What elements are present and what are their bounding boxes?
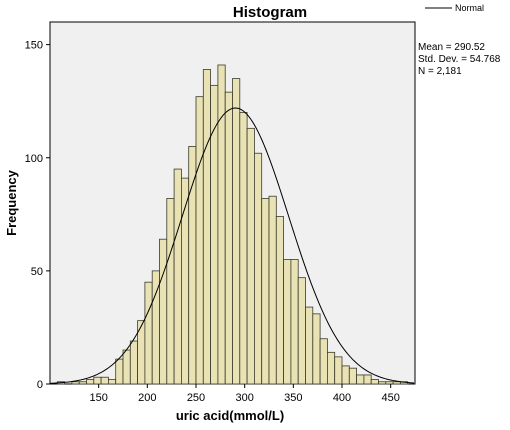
x-axis-ticks: 150 200 250 300 350 400 450 — [89, 384, 400, 404]
x-axis-label: uric acid(mmol/L) — [176, 408, 284, 423]
histogram-bar — [115, 358, 124, 385]
histogram-bar — [195, 96, 204, 385]
histogram-bar — [319, 338, 328, 385]
histogram-bar — [312, 313, 321, 385]
y-tick-label: 100 — [25, 153, 43, 165]
chart-title: Histogram — [233, 4, 307, 21]
y-tick-label: 0 — [37, 379, 43, 391]
y-axis-label: Frequency — [4, 169, 19, 236]
histogram-bar — [100, 376, 109, 385]
stat-std-dev: Std. Dev. = 54.768 — [418, 54, 501, 65]
histogram-bar — [275, 216, 284, 385]
histogram-bar — [129, 340, 139, 385]
histogram-bar — [370, 379, 379, 385]
histogram-bar — [144, 281, 153, 385]
histogram-bar — [173, 168, 182, 385]
histogram-bar — [122, 349, 131, 385]
x-tick-label: 150 — [89, 392, 107, 404]
x-tick-label: 250 — [187, 392, 205, 404]
histogram-bar — [210, 84, 219, 385]
histogram-bar — [246, 127, 255, 385]
histogram-bar — [290, 259, 299, 385]
x-tick-label: 200 — [138, 392, 156, 404]
histogram-bar — [305, 306, 314, 385]
histogram-bar — [334, 356, 343, 385]
histogram-bar — [385, 381, 394, 385]
histogram-bar — [108, 379, 117, 385]
x-tick-label: 350 — [284, 392, 302, 404]
histogram-bar — [341, 365, 350, 385]
histogram-bar — [188, 146, 197, 385]
histogram-bar — [86, 379, 95, 385]
histogram-bar — [93, 376, 102, 385]
y-tick-label: 150 — [25, 40, 43, 52]
legend-label: Normal — [455, 3, 484, 13]
normal-curve — [49, 107, 415, 384]
histogram-bar — [78, 381, 87, 385]
histogram-bar — [283, 259, 292, 385]
stat-n: N = 2,181 — [418, 66, 462, 77]
histogram-bar — [356, 374, 365, 385]
histogram-bar — [166, 198, 175, 385]
y-tick-label: 50 — [31, 266, 43, 278]
histogram-bar — [224, 91, 233, 385]
x-tick-label: 400 — [333, 392, 351, 404]
stat-mean: Mean = 290.52 — [418, 42, 485, 53]
histogram-bar — [217, 64, 226, 385]
histogram-bar — [253, 152, 263, 385]
histogram-bar — [297, 277, 306, 385]
histogram-bar — [261, 198, 270, 385]
histogram-bar — [363, 374, 372, 385]
x-tick-label: 450 — [381, 392, 399, 404]
histogram-bar — [202, 69, 212, 385]
histogram-bar — [159, 238, 168, 385]
histogram-bar — [392, 381, 401, 385]
histogram-bar — [378, 381, 387, 385]
histogram-bar — [348, 367, 357, 385]
histogram-bar — [232, 78, 241, 385]
histogram-bar — [326, 351, 336, 385]
histogram-bar — [239, 112, 248, 385]
x-tick-label: 300 — [235, 392, 253, 404]
histogram-bars — [56, 64, 409, 385]
y-axis-ticks: 0 50 100 150 — [25, 40, 50, 391]
histogram-bar — [71, 381, 80, 385]
histogram-bar — [268, 195, 277, 385]
